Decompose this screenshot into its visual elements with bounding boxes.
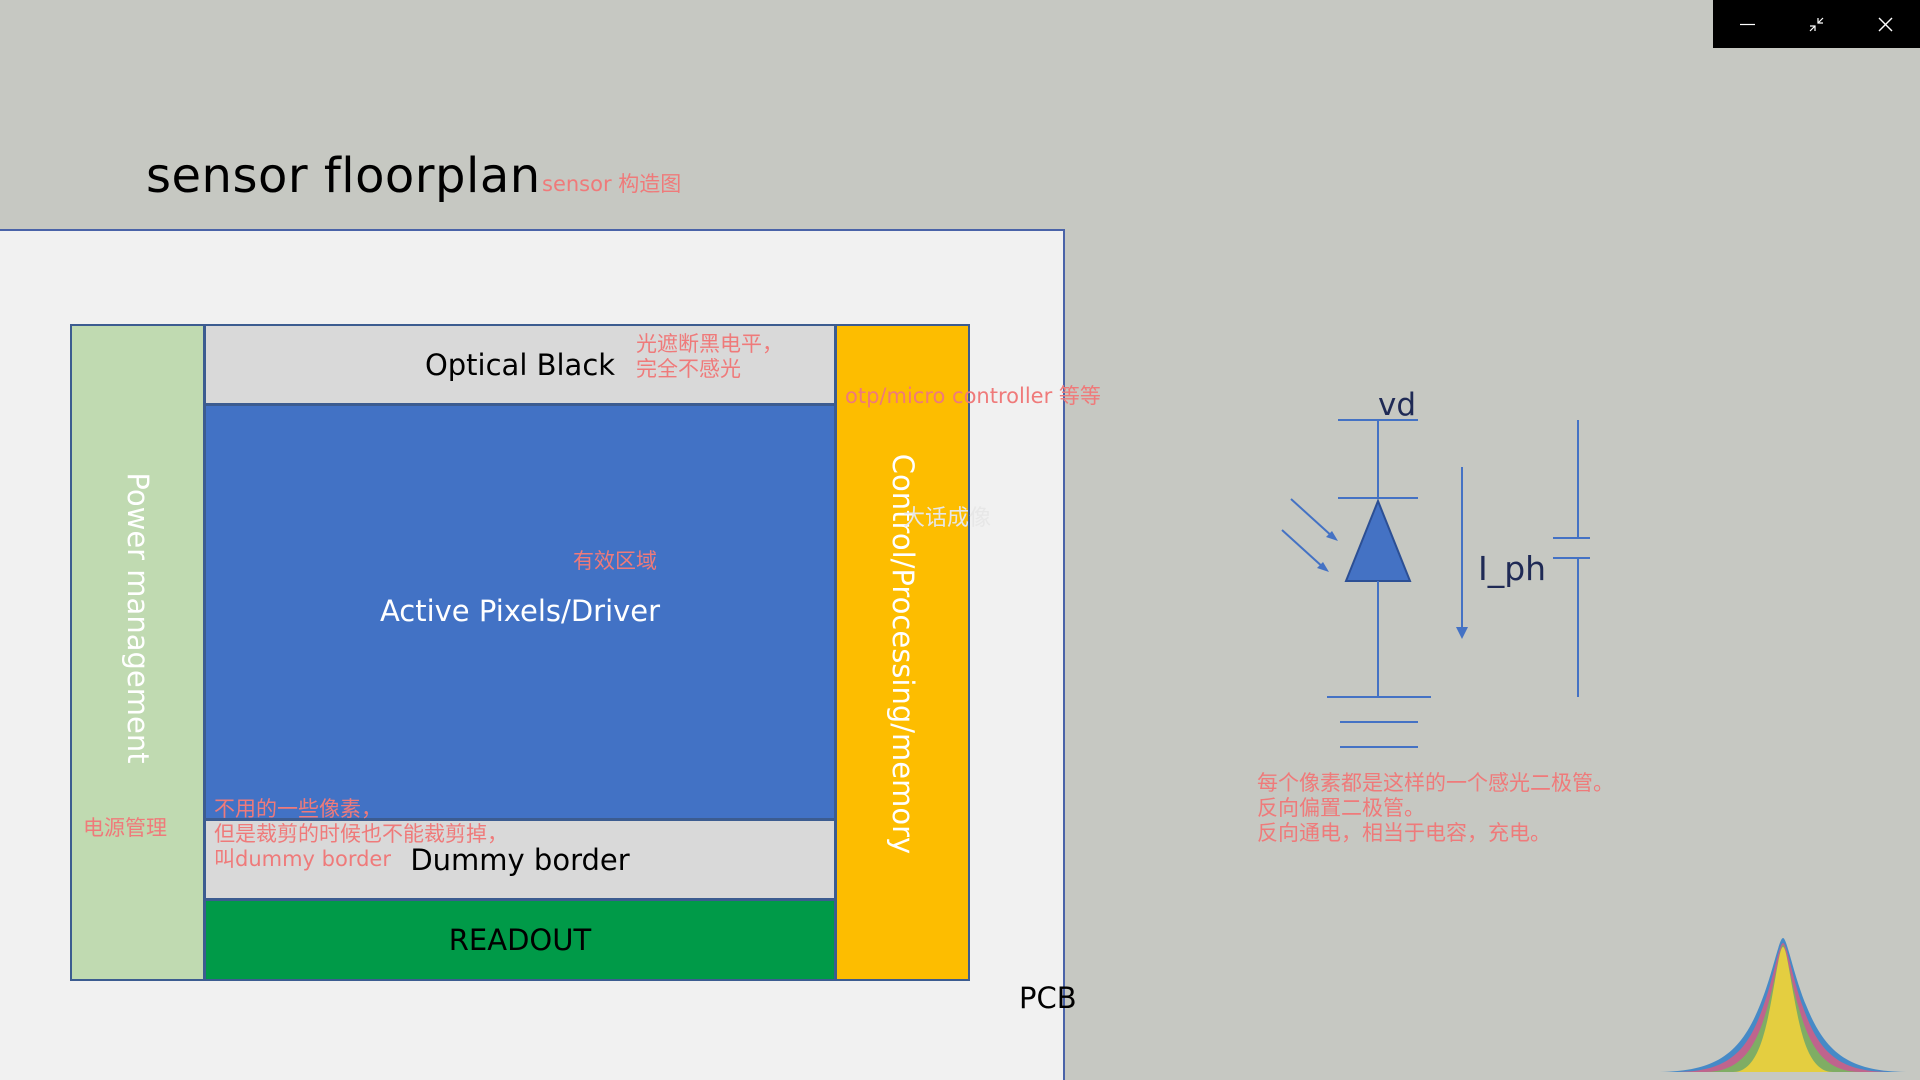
close-icon <box>1878 17 1893 32</box>
capacitor-icon <box>1553 420 1590 697</box>
optical-black-note-line: 光遮断黑电平， <box>636 332 783 356</box>
active-pixels-block: Active Pixels/Driver <box>204 404 836 820</box>
photodiode-icon <box>1344 498 1412 582</box>
window-controls <box>1713 0 1920 48</box>
photodiode-circuit: vd I_ph <box>1281 387 1590 748</box>
dummy-border-label: Dummy border <box>410 843 630 877</box>
vd-label: vd <box>1378 387 1416 423</box>
control-processing-memory-block: Control/Processing/memory <box>835 324 970 981</box>
readout-block: READOUT <box>204 899 836 981</box>
pixel-note-line: 反向偏置二极管。 <box>1257 796 1425 820</box>
current-arrow-icon <box>1456 467 1468 639</box>
watermark-text: 大话成像 <box>903 506 992 531</box>
dummy-border-note: 不用的一些像素， 但是裁剪的时候也不能裁剪掉， 叫dummy border <box>214 797 508 872</box>
restore-icon <box>1809 17 1824 32</box>
active-area-note: 有效区域 <box>573 549 657 573</box>
dummy-border-note-line: 但是裁剪的时候也不能裁剪掉， <box>214 822 508 846</box>
pcb-label: PCB <box>1019 981 1077 1015</box>
dummy-border-note-line: 叫dummy border <box>214 847 391 871</box>
current-label: I_ph <box>1478 549 1546 588</box>
power-management-label: Power management <box>120 472 155 764</box>
slide-title: sensor floorplan <box>146 148 541 204</box>
optical-black-note: 光遮断黑电平， 完全不感光 <box>636 332 783 382</box>
power-note: 电源管理 <box>83 816 167 840</box>
restore-button[interactable] <box>1782 0 1851 48</box>
close-button[interactable] <box>1851 0 1920 48</box>
control-note: otp/micro controller 等等 <box>845 384 1101 408</box>
optical-black-block: Optical Black <box>204 324 836 405</box>
light-arrows-icon <box>1281 498 1338 572</box>
pixel-note-line: 每个像素都是这样的一个感光二极管。 <box>1257 771 1614 795</box>
active-pixels-label: Active Pixels/Driver <box>379 594 661 628</box>
pixel-note-line: 反向通电，相当于电容，充电。 <box>1257 821 1551 845</box>
minimize-button[interactable] <box>1713 0 1782 48</box>
gaussian-logo-icon <box>1655 938 1910 1072</box>
dummy-border-note-line: 不用的一些像素， <box>214 797 382 821</box>
pixel-note: 每个像素都是这样的一个感光二极管。 反向偏置二极管。 反向通电，相当于电容，充电… <box>1257 771 1614 846</box>
title-annotation: sensor 构造图 <box>542 172 682 196</box>
readout-label: READOUT <box>448 923 592 957</box>
power-management-block: Power management <box>70 324 205 981</box>
optical-black-note-line: 完全不感光 <box>636 357 741 381</box>
optical-black-label: Optical Black <box>424 348 616 382</box>
minimize-icon <box>1740 23 1755 26</box>
